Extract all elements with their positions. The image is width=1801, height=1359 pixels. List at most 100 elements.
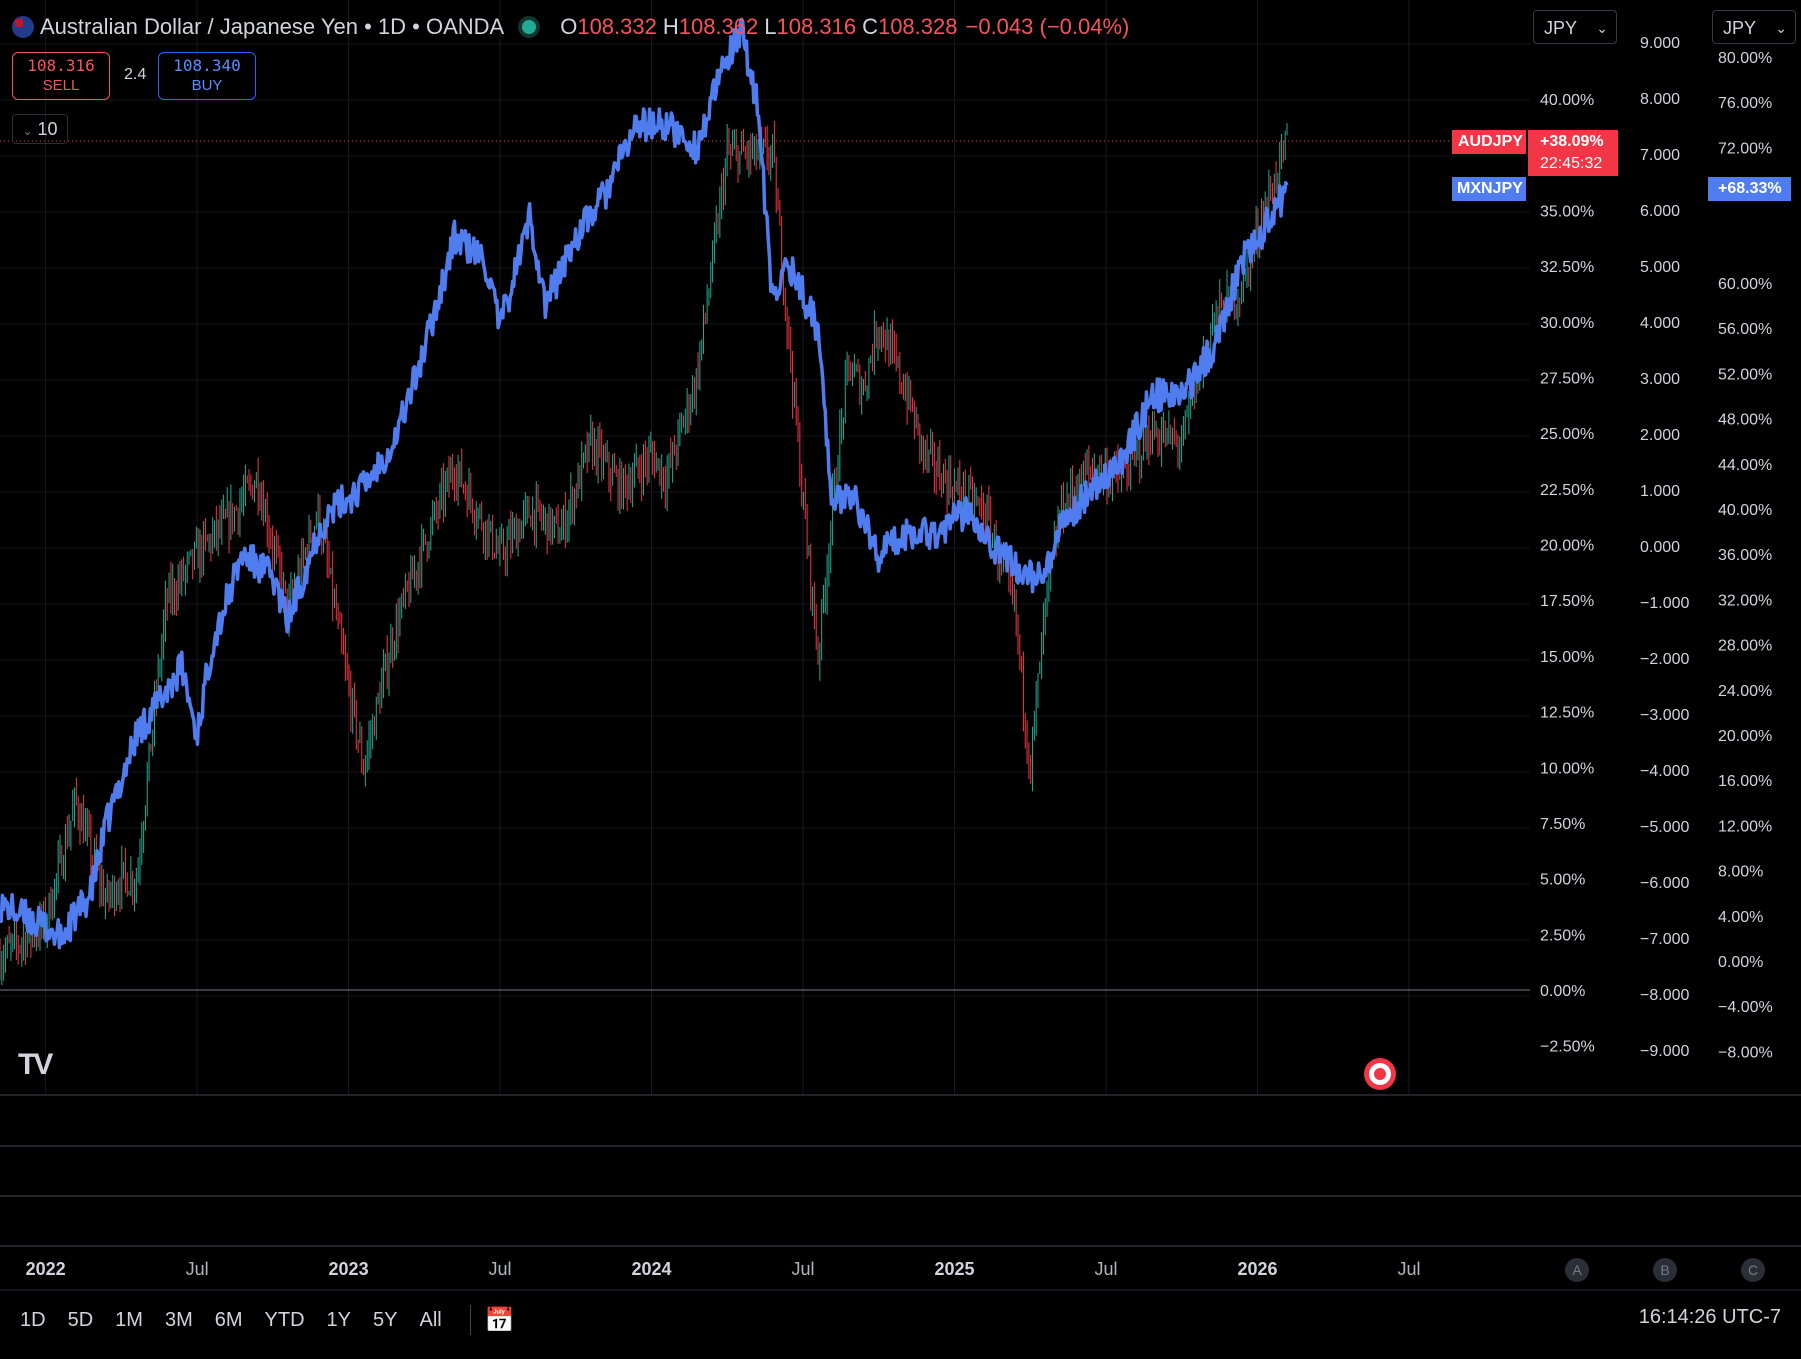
range-6m[interactable]: 6M bbox=[214, 1308, 243, 1331]
y-tick-label: 44.00% bbox=[1718, 457, 1772, 474]
indicators-toggle[interactable]: ⌄ 10 bbox=[12, 114, 68, 144]
y-tick-label: 36.00% bbox=[1718, 547, 1772, 564]
y-tick-label: 2.000 bbox=[1640, 427, 1680, 444]
y-tick-label: 17.50% bbox=[1540, 593, 1594, 610]
y-tick-label: −4.00% bbox=[1718, 999, 1773, 1016]
mxnjpy-pct: +68.33% bbox=[1718, 180, 1782, 197]
y-tick-label: 12.00% bbox=[1718, 818, 1772, 835]
y-tick-label: 0.00% bbox=[1718, 954, 1763, 971]
change-value: −0.043 (−0.04%) bbox=[965, 14, 1130, 39]
sell-label: SELL bbox=[42, 77, 80, 94]
y-tick-label: 2.50% bbox=[1540, 927, 1585, 944]
y-tick-label: 6.000 bbox=[1640, 203, 1680, 220]
y-tick-label: 76.00% bbox=[1718, 95, 1772, 112]
market-status-dot bbox=[518, 16, 541, 38]
indicator-count: 10 bbox=[37, 119, 58, 139]
chevron-down-icon: ⌄ bbox=[1775, 20, 1787, 36]
range-ytd[interactable]: YTD bbox=[264, 1308, 305, 1331]
y-tick-label: 35.00% bbox=[1540, 203, 1594, 220]
chevron-down-icon: ⌄ bbox=[1596, 20, 1608, 36]
sell-button[interactable]: 108.316 SELL bbox=[12, 52, 110, 100]
y-tick-label: 56.00% bbox=[1718, 321, 1772, 338]
y-tick-label: 7.000 bbox=[1640, 147, 1680, 164]
scale-button-c[interactable]: C bbox=[1741, 1258, 1765, 1282]
y-tick-label: 3.000 bbox=[1640, 371, 1680, 388]
scale-button-b[interactable]: B bbox=[1653, 1258, 1677, 1282]
audjpy-badge bbox=[1452, 130, 1526, 154]
y-tick-label: −3.000 bbox=[1640, 707, 1689, 724]
audjpy-label: AUDJPY bbox=[1458, 133, 1523, 150]
x-tick-label: 2023 bbox=[329, 1259, 369, 1279]
scale-button-a[interactable]: A bbox=[1565, 1258, 1589, 1282]
close-label: C bbox=[862, 14, 878, 39]
mxnjpy-label: MXNJPY bbox=[1457, 180, 1523, 197]
x-tick-label: Jul bbox=[792, 1259, 815, 1279]
y-tick-label: 9.000 bbox=[1640, 35, 1680, 52]
y-tick-label: 10.00% bbox=[1540, 760, 1594, 777]
mxnjpy-value-badge bbox=[1708, 177, 1791, 201]
y-tick-label: 4.00% bbox=[1718, 909, 1763, 926]
range-1d[interactable]: 1D bbox=[20, 1308, 46, 1331]
open-value: 108.332 bbox=[577, 14, 657, 39]
au-flag-icon bbox=[12, 16, 34, 38]
x-tick-label: 2026 bbox=[1237, 1259, 1277, 1279]
low-label: L bbox=[764, 14, 777, 39]
y-tick-label: −2.000 bbox=[1640, 651, 1689, 668]
y-tick-label: 0.00% bbox=[1540, 983, 1585, 1000]
clock[interactable]: 16:14:26 UTC-7 bbox=[1638, 1306, 1781, 1328]
range-1m[interactable]: 1M bbox=[115, 1308, 143, 1331]
y-tick-label: 40.00% bbox=[1540, 92, 1594, 109]
range-5d[interactable]: 5D bbox=[67, 1308, 94, 1331]
y-tick-label: −1.000 bbox=[1640, 595, 1689, 612]
y-tick-label: −2.50% bbox=[1540, 1039, 1595, 1056]
symbol-title[interactable]: Australian Dollar / Japanese Yen • 1D • … bbox=[40, 14, 505, 39]
y-tick-label: 8.00% bbox=[1718, 864, 1763, 881]
y-tick-label: 24.00% bbox=[1718, 683, 1772, 700]
y-tick-label: 30.00% bbox=[1540, 315, 1594, 332]
range-5y[interactable]: 5Y bbox=[373, 1308, 398, 1331]
low-value: 108.316 bbox=[776, 14, 857, 39]
y-tick-label: −8.00% bbox=[1718, 1044, 1773, 1061]
y-tick-label: 52.00% bbox=[1718, 366, 1772, 383]
target-icon[interactable] bbox=[1364, 1058, 1396, 1090]
audjpy-pct: +38.09% bbox=[1540, 133, 1604, 150]
y-tick-label: 28.00% bbox=[1718, 638, 1772, 655]
y-tick-label: −4.000 bbox=[1640, 763, 1689, 780]
y-tick-label: −9.000 bbox=[1640, 1043, 1689, 1060]
currency-select-right[interactable]: JPY ⌄ bbox=[1712, 10, 1796, 44]
mxnjpy-line bbox=[0, 17, 1289, 950]
y-tick-label: 5.00% bbox=[1540, 872, 1585, 889]
open-label: O bbox=[560, 14, 578, 39]
y-tick-label: 80.00% bbox=[1718, 50, 1772, 67]
currency-select-left[interactable]: JPY ⌄ bbox=[1533, 10, 1617, 44]
y-tick-label: 40.00% bbox=[1718, 502, 1772, 519]
x-tick-label: Jul bbox=[489, 1259, 512, 1279]
y-tick-label: −5.000 bbox=[1640, 819, 1689, 836]
y-tick-label: 7.50% bbox=[1540, 816, 1585, 833]
buy-price: 108.340 bbox=[173, 56, 241, 75]
buy-button[interactable]: 108.340 BUY bbox=[158, 52, 256, 100]
x-tick-label: 2022 bbox=[26, 1259, 66, 1279]
x-tick-label: Jul bbox=[186, 1259, 209, 1279]
y-tick-label: 48.00% bbox=[1718, 412, 1772, 429]
y-tick-label: 8.000 bbox=[1640, 91, 1680, 108]
y-tick-label: 16.00% bbox=[1718, 773, 1772, 790]
y-tick-label: 0.000 bbox=[1640, 539, 1680, 556]
x-tick-label: Jul bbox=[1094, 1259, 1117, 1279]
calendar-range-icon[interactable]: 📅 bbox=[484, 1306, 515, 1334]
y-tick-label: 15.00% bbox=[1540, 649, 1594, 666]
tradingview-logo[interactable]: TV bbox=[18, 1048, 53, 1081]
y-tick-label: 12.50% bbox=[1540, 705, 1594, 722]
x-tick-label: 2025 bbox=[934, 1259, 974, 1279]
y-tick-label: 20.00% bbox=[1540, 538, 1594, 555]
close-value: 108.328 bbox=[877, 14, 958, 39]
symbol-header[interactable]: Australian Dollar / Japanese Yen • 1D • … bbox=[12, 12, 1129, 42]
range-all[interactable]: All bbox=[419, 1308, 442, 1331]
x-tick-label: Jul bbox=[1397, 1259, 1420, 1279]
y-tick-label: −6.000 bbox=[1640, 875, 1689, 892]
high-value: 108.362 bbox=[678, 14, 759, 39]
y-tick-label: 1.000 bbox=[1640, 483, 1680, 500]
range-1y[interactable]: 1Y bbox=[326, 1308, 352, 1331]
range-3m[interactable]: 3M bbox=[164, 1308, 193, 1331]
